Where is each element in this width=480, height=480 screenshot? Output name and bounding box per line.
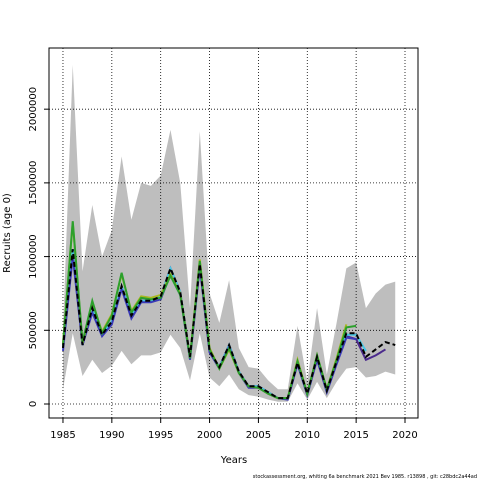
y-tick-label: 500000	[28, 311, 39, 349]
plot-frame	[48, 47, 419, 419]
x-tick-label: 2010	[295, 430, 320, 441]
y-tick-label: 2000000	[28, 87, 39, 132]
x-tick-label: 1985	[50, 430, 75, 441]
x-tick-label: 2020	[392, 430, 417, 441]
y-tick-label: 1500000	[28, 161, 39, 206]
x-tick-label: 2015	[343, 430, 368, 441]
confidence-band	[62, 64, 396, 402]
footer: stockassessment.org, whiting 6a benchmar…	[253, 474, 477, 480]
y-tick-label: 1000000	[28, 234, 39, 279]
y-axis-label: Recruits (age 0)	[2, 193, 13, 273]
x-tick-label: 1990	[99, 430, 124, 441]
x-tick-label: 2005	[246, 430, 271, 441]
x-tick-label: 2000	[197, 430, 222, 441]
x-tick-label: 1995	[148, 430, 173, 441]
y-tick-label: 0	[28, 401, 39, 407]
series-line	[61, 249, 396, 400]
x-axis-label: Years	[220, 455, 247, 466]
